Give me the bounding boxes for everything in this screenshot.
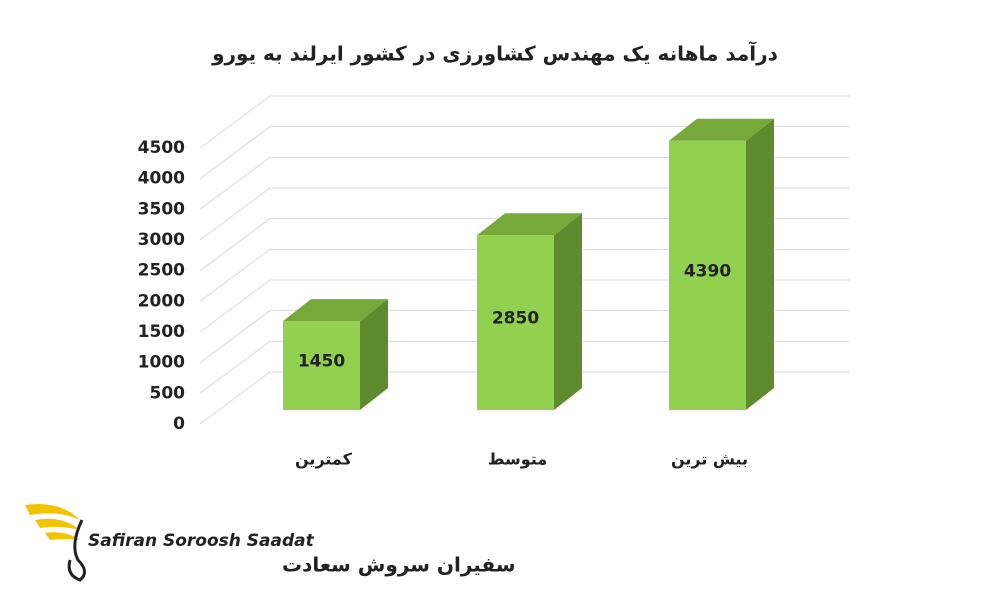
y-tick-label: 0	[173, 414, 185, 434]
bar-top	[477, 213, 582, 236]
data-label: 4390	[684, 261, 731, 281]
grid-line	[199, 126, 850, 180]
grid-line	[199, 310, 850, 364]
logo-wings	[25, 504, 80, 540]
y-tick-label: 4000	[138, 169, 185, 189]
bar-side	[360, 299, 388, 410]
x-tick-label: بیش ترین	[671, 450, 748, 469]
bar-top	[283, 299, 388, 322]
logo-name-en: Safiran Soroosh Saadat	[88, 531, 315, 551]
grid-line	[199, 279, 850, 333]
y-tick-label: 4500	[138, 138, 185, 158]
plot: 0 500 1000 1500 2000 2500 3000 3500 4000 4500 1450…	[138, 95, 850, 469]
bar	[669, 140, 746, 410]
data-label: 2850	[492, 309, 539, 329]
y-tick-label: 500	[150, 383, 186, 403]
y-tick-label: 3000	[138, 230, 185, 250]
y-tick-label: 1000	[138, 353, 185, 373]
y-tick-label: 3500	[138, 199, 185, 219]
y-tick-label: 2000	[138, 291, 185, 311]
chart-title: درآمد ماهانه یک مهندس کشاورزی در کشور ای…	[211, 41, 778, 66]
bar-side	[746, 118, 774, 410]
data-label: 1450	[298, 352, 345, 372]
x-tick-label: متوسط	[488, 450, 547, 469]
y-tick-label: 2500	[138, 261, 185, 281]
grid-line	[199, 95, 850, 149]
bar-top	[669, 118, 774, 141]
bar-side	[554, 213, 582, 410]
grid-line	[199, 218, 850, 272]
grid-line	[199, 248, 850, 302]
grid-line	[199, 156, 850, 210]
grid-line	[199, 187, 850, 241]
logo: Safiran Soroosh Saadat سفیران سروش سعادت	[25, 504, 516, 582]
grid-line	[199, 371, 850, 425]
logo-bird	[67, 519, 86, 582]
bar	[283, 321, 360, 410]
logo-name-fa: سفیران سروش سعادت	[282, 553, 516, 577]
y-tick-label: 1500	[138, 322, 185, 342]
bar	[477, 235, 554, 410]
grid-line	[199, 340, 850, 394]
x-tick-label: کمترین	[295, 450, 353, 469]
